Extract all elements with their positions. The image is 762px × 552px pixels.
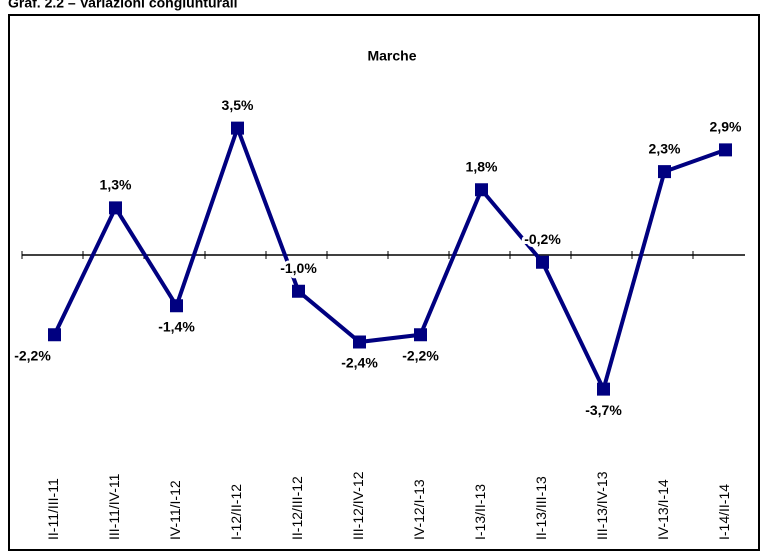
value-label: 1,8% bbox=[466, 158, 498, 174]
marker bbox=[414, 328, 427, 342]
x-tick-label: IV-11/I-12 bbox=[167, 480, 183, 540]
value-label: -0,2% bbox=[524, 231, 561, 247]
marker bbox=[658, 165, 671, 179]
x-tick-label: III-11/IV-11 bbox=[106, 473, 122, 540]
marker bbox=[536, 255, 549, 269]
chart-frame bbox=[8, 14, 760, 551]
marker bbox=[231, 121, 244, 135]
x-tick-label: I-14/II-14 bbox=[716, 484, 732, 540]
value-label: -2,2% bbox=[14, 347, 51, 363]
x-tick-label: IV-13/I-14 bbox=[655, 479, 671, 540]
marker bbox=[597, 382, 610, 396]
x-tick-label: III-13/IV-13 bbox=[594, 471, 610, 540]
marker bbox=[48, 328, 61, 342]
value-label: 1,3% bbox=[100, 177, 132, 193]
value-label: -2,2% bbox=[402, 347, 439, 363]
value-label: 2,9% bbox=[710, 119, 742, 135]
x-tick-label: I-13/II-13 bbox=[472, 484, 488, 540]
value-label: -2,4% bbox=[341, 355, 378, 371]
value-label: -3,7% bbox=[585, 402, 622, 418]
x-tick-label: II-11/III-11 bbox=[45, 478, 61, 540]
figure-caption: Graf. 2.2 – Variazioni congiunturali bbox=[8, 0, 238, 11]
x-tick-label: II-12/III-12 bbox=[289, 476, 305, 540]
value-label: 2,3% bbox=[649, 140, 681, 156]
chart-title: Marche bbox=[367, 48, 416, 64]
value-label: -1,4% bbox=[158, 318, 195, 334]
value-label: -1,0% bbox=[280, 260, 317, 276]
marker bbox=[719, 143, 732, 157]
x-tick-label: II-13/III-13 bbox=[533, 476, 549, 540]
x-tick-label: IV-12/I-13 bbox=[411, 479, 427, 540]
marker bbox=[292, 284, 305, 298]
x-tick-label: I-12/II-12 bbox=[228, 484, 244, 540]
x-tick-label: III-12/IV-12 bbox=[350, 471, 366, 540]
marker bbox=[475, 183, 488, 197]
value-label: 3,5% bbox=[222, 97, 254, 113]
marker bbox=[353, 335, 366, 349]
marker bbox=[170, 299, 183, 313]
marker bbox=[109, 201, 122, 215]
line bbox=[52, 122, 727, 395]
